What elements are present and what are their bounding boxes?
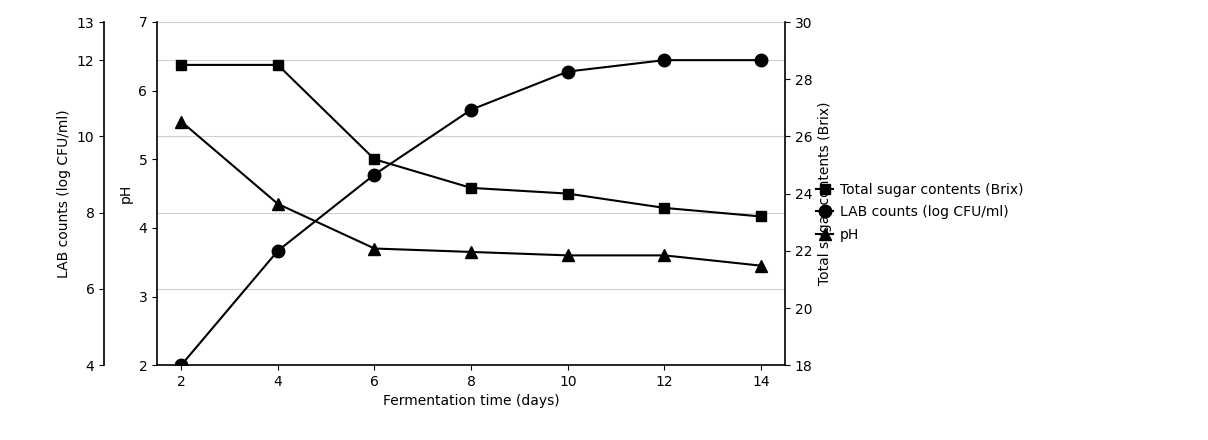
Y-axis label: pH: pH xyxy=(118,184,133,203)
Legend: Total sugar contents (Brix), LAB counts (log CFU/ml), pH: Total sugar contents (Brix), LAB counts … xyxy=(817,183,1023,242)
Y-axis label: LAB counts (log CFU/ml): LAB counts (log CFU/ml) xyxy=(57,109,71,278)
X-axis label: Fermentation time (days): Fermentation time (days) xyxy=(383,395,559,408)
Y-axis label: Total sugar contents (Brix): Total sugar contents (Brix) xyxy=(818,102,832,286)
